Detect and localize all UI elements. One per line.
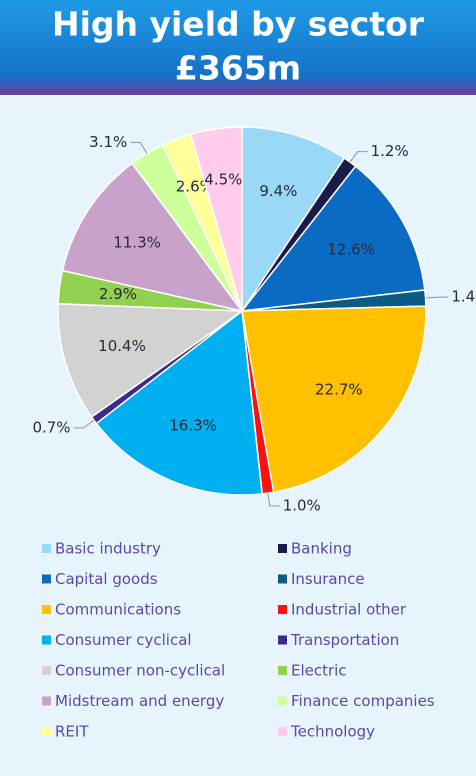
legend-swatch [42, 635, 51, 645]
legend-label: Electric [291, 662, 347, 680]
legend-swatch [278, 635, 287, 645]
pie-slice [61, 162, 244, 313]
data-label: 22.7% [315, 381, 363, 399]
legend-swatch [42, 574, 51, 584]
legend-swatch [42, 666, 51, 675]
data-label: 16.3% [169, 417, 217, 435]
legend-swatch [278, 574, 287, 584]
legend-swatch [42, 696, 51, 706]
data-label: 9.4% [259, 182, 297, 200]
legend-label: Finance companies [291, 692, 435, 710]
legend-label: Communications [55, 601, 181, 619]
legend-label: Basic industry [55, 540, 161, 558]
legend-swatch [278, 666, 287, 675]
data-label: 2.9% [99, 285, 137, 303]
legend-label: Capital goods [55, 570, 158, 588]
leader-line [130, 141, 148, 154]
pie-slice [189, 126, 243, 312]
legend-label: Transportation [290, 631, 399, 649]
legend-swatch [278, 696, 287, 706]
legend-label: Technology [290, 723, 375, 741]
legend-label: Banking [291, 540, 352, 558]
leader-line [425, 296, 449, 299]
pie-slice [241, 305, 427, 494]
data-label: 12.6% [327, 240, 375, 258]
pie-slice [57, 303, 245, 418]
chart-subtitle: £365m [175, 49, 301, 88]
pie-slice [95, 309, 263, 496]
leader-line [267, 493, 280, 507]
legend-label: Midstream and energy [55, 692, 224, 710]
data-label: 1.0% [283, 496, 321, 514]
data-label: 10.4% [98, 337, 146, 355]
legend-label: Consumer non-cyclical [55, 662, 225, 680]
pie-slice [241, 126, 346, 314]
legend-swatch [42, 605, 51, 614]
legend-label: REIT [55, 723, 89, 741]
legend-label: Industrial other [291, 601, 407, 619]
data-label: 1.4% [451, 288, 476, 306]
leader-line [73, 419, 95, 429]
chart-title: High yield by sector [52, 5, 425, 44]
legend-swatch [278, 605, 287, 614]
legend-swatch [42, 544, 51, 553]
data-label: 1.2% [371, 142, 409, 160]
legend-swatch [278, 544, 287, 553]
leader-line [349, 151, 368, 163]
data-label: 11.3% [113, 233, 161, 251]
legend-swatch [42, 727, 51, 736]
pie-slice [240, 165, 426, 312]
data-label: 3.1% [89, 133, 127, 151]
data-label: 4.5% [204, 170, 242, 188]
data-label: 0.7% [32, 418, 70, 436]
header-band [0, 0, 476, 95]
legend-label: Insurance [291, 570, 365, 588]
legend-label: Consumer cyclical [55, 631, 192, 649]
legend-swatch [278, 727, 287, 736]
